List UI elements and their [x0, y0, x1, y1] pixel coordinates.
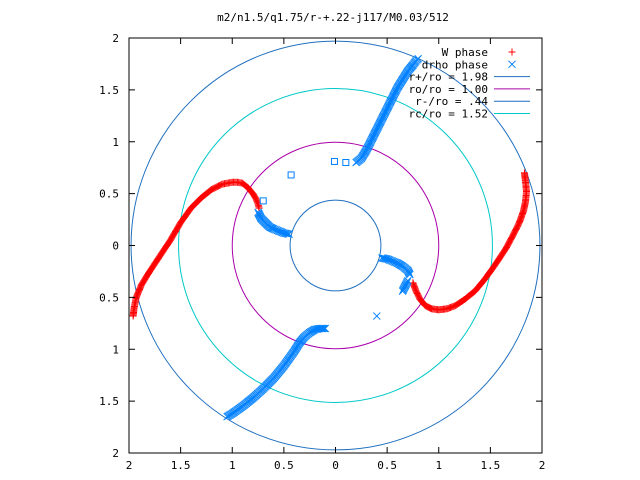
drho-phase-point	[372, 312, 381, 320]
drho-phase-point	[321, 324, 330, 333]
y-tick-label: 0.5	[99, 188, 119, 201]
drho-phase-point	[403, 276, 412, 285]
circle-ro	[231, 141, 440, 350]
w-phase-point	[520, 169, 528, 177]
x-tick-label: 0.5	[377, 459, 397, 472]
y-tick-label: 2	[112, 32, 119, 45]
drho-phase-point	[384, 255, 393, 264]
drho-phase-point	[283, 229, 292, 238]
drho-phase-point	[285, 230, 293, 238]
drho-phase-point	[274, 227, 283, 235]
drho-phase-point	[387, 256, 395, 265]
data-points	[129, 54, 531, 421]
circle-r-	[289, 199, 382, 292]
drho-phase-point	[414, 54, 422, 63]
y-tick-label: 1.5	[99, 395, 119, 408]
axis-ticks: 2 1.5 1 0.5 0 0.5 1 1.5 221.510.500.511.52	[99, 32, 545, 472]
drho-phase-point	[273, 226, 282, 235]
square-point	[259, 197, 267, 205]
square-point	[287, 171, 295, 179]
square-point	[342, 159, 350, 166]
y-tick-label: 0.5	[99, 291, 119, 304]
drho-phase-point	[383, 255, 391, 263]
drho-phase-point	[269, 225, 278, 233]
legend-label: rc/ro = 1.52	[409, 108, 488, 121]
x-tick-label: 2	[539, 459, 546, 472]
x-tick-label: 1.5	[171, 459, 191, 472]
legend-label: W phase	[442, 46, 488, 59]
legend-label: ro/ro = 1.00	[409, 83, 488, 96]
x-tick-label: 1	[229, 459, 236, 472]
x-tick-label: 1	[435, 459, 442, 472]
y-tick-label: 1.5	[99, 84, 119, 97]
drho-phase-point	[276, 227, 284, 236]
x-tick-label: 1.5	[480, 459, 500, 472]
x-tick-label: 0	[332, 459, 339, 472]
legend-label: r-/ro = .44	[415, 95, 488, 108]
circle-rc	[178, 88, 493, 403]
drho-phase-point	[318, 324, 327, 333]
legend-marker	[508, 48, 516, 56]
y-tick-label: 1	[112, 136, 119, 149]
x-tick-label: 2	[126, 459, 133, 472]
x-tick-label: 0.5	[274, 459, 294, 472]
y-tick-label: 0	[112, 240, 119, 253]
drho-phase-point	[389, 257, 398, 266]
legend-marker	[508, 60, 516, 69]
square-point	[330, 157, 338, 165]
y-tick-label: 2	[112, 447, 119, 460]
drho-phase-point	[405, 270, 414, 279]
w-phase-point	[255, 204, 263, 212]
drho-phase-point	[385, 256, 394, 264]
drho-phase-point	[272, 226, 280, 234]
drho-phase-point	[320, 324, 328, 333]
drho-phase-point	[270, 225, 279, 234]
y-tick-label: 1	[112, 343, 119, 356]
drho-phase-point	[282, 229, 291, 238]
legend-label: r+/ro = 1.98	[409, 71, 488, 84]
drho-phase-point	[317, 324, 326, 333]
drho-phase-point	[388, 257, 397, 265]
legend-label: drho phase	[422, 58, 488, 71]
chart-title: m2/n1.5/q1.75/r-+.22-j117/M0.03/512	[217, 11, 449, 24]
